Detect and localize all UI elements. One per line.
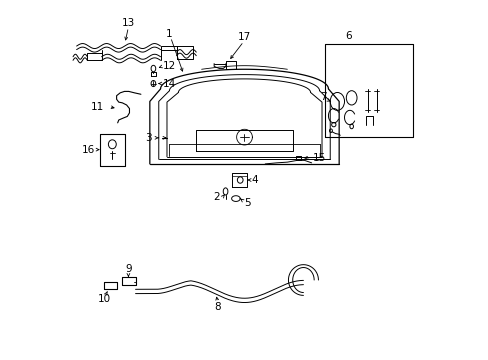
Text: 12: 12 xyxy=(163,62,176,71)
Text: 14: 14 xyxy=(163,79,176,89)
Text: 8: 8 xyxy=(214,302,221,312)
Text: 7: 7 xyxy=(319,92,326,102)
Text: 11: 11 xyxy=(91,102,104,112)
Text: 4: 4 xyxy=(251,175,258,185)
Text: 15: 15 xyxy=(312,153,325,163)
Text: 6: 6 xyxy=(344,31,351,41)
Text: 16: 16 xyxy=(82,145,95,155)
Text: 3: 3 xyxy=(145,133,151,143)
Text: 9: 9 xyxy=(125,264,131,274)
Text: 1: 1 xyxy=(166,28,172,39)
Text: 13: 13 xyxy=(122,18,135,28)
Text: 10: 10 xyxy=(98,294,111,303)
Text: 5: 5 xyxy=(244,198,251,208)
Text: 2: 2 xyxy=(213,192,220,202)
Text: 17: 17 xyxy=(237,32,251,42)
